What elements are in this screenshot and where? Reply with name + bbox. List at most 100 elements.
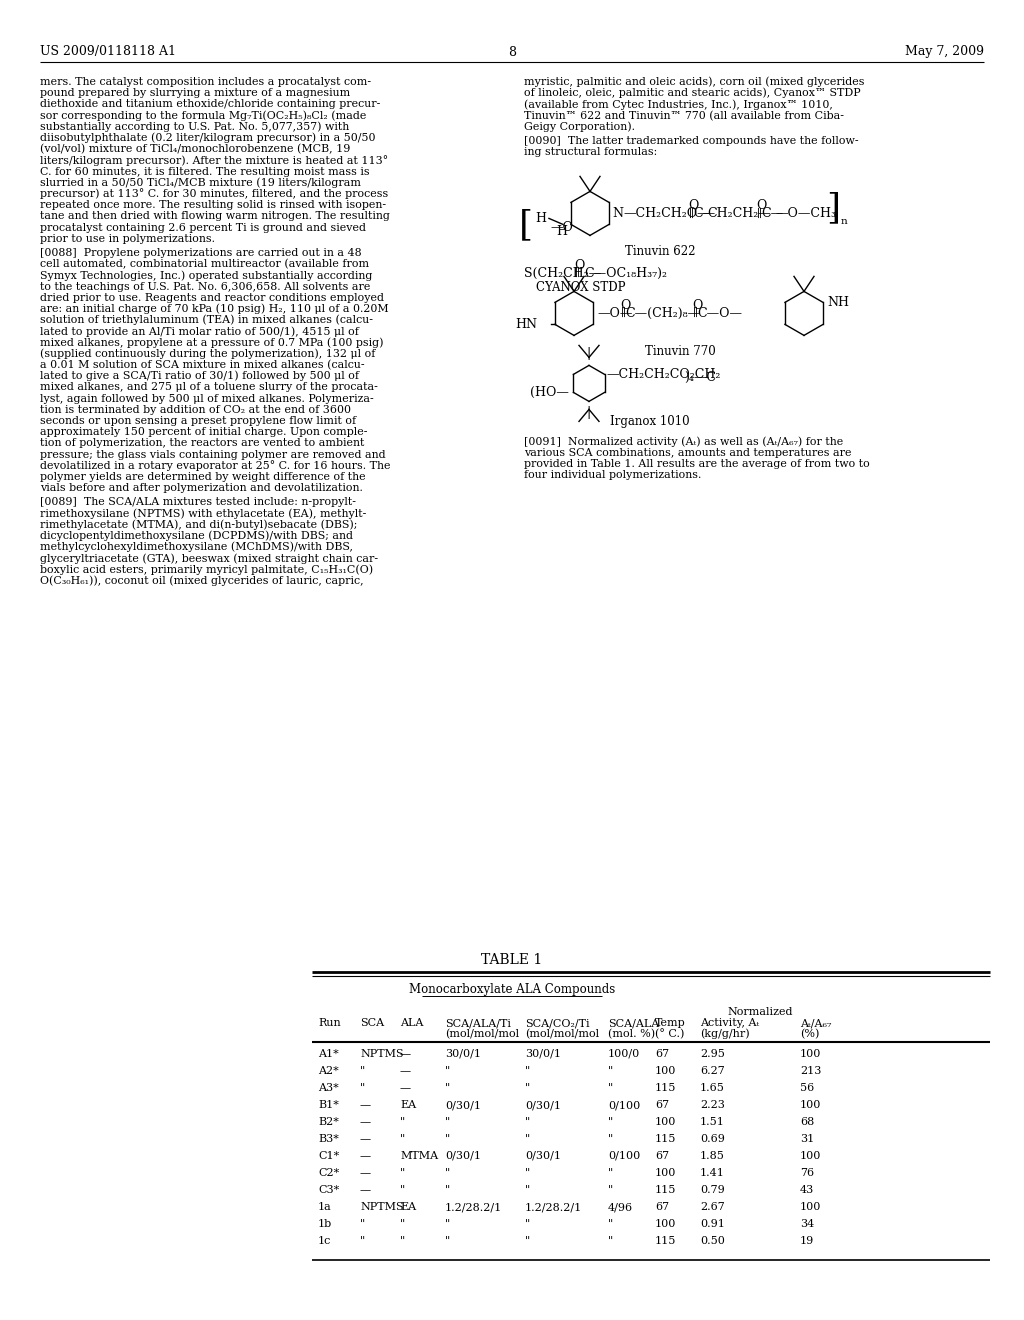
Text: —O—: —O—	[597, 306, 633, 319]
Text: 67: 67	[655, 1203, 669, 1212]
Text: mixed alkanes, propylene at a pressure of 0.7 MPa (100 psig): mixed alkanes, propylene at a pressure o…	[40, 338, 384, 348]
Text: )₄—C: )₄—C	[685, 371, 717, 384]
Text: Temp: Temp	[655, 1018, 686, 1028]
Text: ": "	[608, 1082, 613, 1093]
Text: 8: 8	[508, 45, 516, 58]
Text: A3*: A3*	[318, 1082, 339, 1093]
Text: of linoleic, oleic, palmitic and stearic acids), Cyanox™ STDP: of linoleic, oleic, palmitic and stearic…	[524, 88, 860, 99]
Text: Tinuvin 770: Tinuvin 770	[645, 345, 716, 358]
Text: NH: NH	[827, 296, 849, 309]
Text: 213: 213	[800, 1067, 821, 1076]
Text: rimethylacetate (MTMA), and di(n-butyl)sebacate (DBS);: rimethylacetate (MTMA), and di(n-butyl)s…	[40, 520, 357, 531]
Text: to the teachings of U.S. Pat. No. 6,306,658. All solvents are: to the teachings of U.S. Pat. No. 6,306,…	[40, 281, 371, 292]
Text: O: O	[688, 199, 698, 213]
Text: 115: 115	[655, 1236, 677, 1246]
Text: glyceryltriacetate (GTA), beeswax (mixed straight chain car-: glyceryltriacetate (GTA), beeswax (mixed…	[40, 553, 378, 564]
Text: [0089]  The SCA/ALA mixtures tested include: n-propylt-: [0089] The SCA/ALA mixtures tested inclu…	[40, 498, 356, 507]
Text: ": "	[445, 1134, 451, 1144]
Text: B3*: B3*	[318, 1134, 339, 1144]
Text: O: O	[756, 199, 766, 213]
Text: MTMA: MTMA	[400, 1151, 438, 1162]
Text: ∥: ∥	[757, 209, 762, 219]
Text: ": "	[525, 1236, 530, 1246]
Text: ": "	[445, 1168, 451, 1177]
Text: O(C₃₀H₆₁)), coconut oil (mixed glycerides of lauric, capric,: O(C₃₀H₆₁)), coconut oil (mixed glyceride…	[40, 576, 364, 586]
Text: NPTMS: NPTMS	[360, 1203, 403, 1212]
Text: (vol/vol) mixture of TiCl₄/monochlorobenzene (MCB, 19: (vol/vol) mixture of TiCl₄/monochloroben…	[40, 144, 350, 154]
Text: a 0.01 M solution of SCA mixture in mixed alkanes (calcu-: a 0.01 M solution of SCA mixture in mixe…	[40, 360, 365, 370]
Text: 0/30/1: 0/30/1	[445, 1151, 481, 1162]
Text: Monocarboxylate ALA Compounds: Monocarboxylate ALA Compounds	[409, 983, 615, 997]
Text: 1.41: 1.41	[700, 1168, 725, 1177]
Text: tane and then dried with flowing warm nitrogen. The resulting: tane and then dried with flowing warm ni…	[40, 211, 390, 222]
Text: Tinuvin™ 622 and Tinuvin™ 770 (all available from Ciba-: Tinuvin™ 622 and Tinuvin™ 770 (all avail…	[524, 111, 844, 120]
Text: 1.51: 1.51	[700, 1117, 725, 1127]
Text: 6.27: 6.27	[700, 1067, 725, 1076]
Text: ": "	[400, 1168, 406, 1177]
Text: O: O	[692, 298, 702, 312]
Text: 1.65: 1.65	[700, 1082, 725, 1093]
Text: rimethoxysilane (NPTMS) with ethylacetate (EA), methylt-: rimethoxysilane (NPTMS) with ethylacetat…	[40, 508, 367, 519]
Text: ": "	[608, 1134, 613, 1144]
Text: B2*: B2*	[318, 1117, 339, 1127]
Text: —: —	[360, 1168, 371, 1177]
Text: tion is terminated by addition of CO₂ at the end of 3600: tion is terminated by addition of CO₂ at…	[40, 405, 351, 414]
Text: C—: C—	[693, 207, 715, 220]
Text: ": "	[525, 1082, 530, 1093]
Text: US 2009/0118118 A1: US 2009/0118118 A1	[40, 45, 176, 58]
Text: 1c: 1c	[318, 1236, 332, 1246]
Text: 31: 31	[800, 1134, 814, 1144]
Text: 67: 67	[655, 1049, 669, 1059]
Text: (mol/mol/mol: (mol/mol/mol	[445, 1028, 519, 1039]
Text: dried prior to use. Reagents and reactor conditions employed: dried prior to use. Reagents and reactor…	[40, 293, 384, 302]
Text: —: —	[360, 1134, 371, 1144]
Text: ": "	[360, 1218, 366, 1229]
Text: 0.79: 0.79	[700, 1185, 725, 1195]
Text: [0088]  Propylene polymerizations are carried out in a 48: [0088] Propylene polymerizations are car…	[40, 248, 361, 257]
Text: pound prepared by slurrying a mixture of a magnesium: pound prepared by slurrying a mixture of…	[40, 88, 350, 98]
Text: ": "	[525, 1067, 530, 1076]
Text: pressure; the glass vials containing polymer are removed and: pressure; the glass vials containing pol…	[40, 450, 386, 459]
Text: [0091]  Normalized activity (Aₜ) as well as (Aₜ/A₆₇) for the: [0091] Normalized activity (Aₜ) as well …	[524, 436, 843, 446]
Text: approximately 150 percent of initial charge. Upon comple-: approximately 150 percent of initial cha…	[40, 428, 368, 437]
Text: 2.95: 2.95	[700, 1049, 725, 1059]
Text: slurried in a 50/50 TiCl₄/MCB mixture (19 liters/kilogram: slurried in a 50/50 TiCl₄/MCB mixture (1…	[40, 177, 361, 187]
Text: H: H	[536, 213, 547, 224]
Text: 100: 100	[800, 1203, 821, 1212]
Text: 30/0/1: 30/0/1	[445, 1049, 481, 1059]
Text: —: —	[400, 1067, 411, 1076]
Text: [0090]  The latter trademarked compounds have the follow-: [0090] The latter trademarked compounds …	[524, 136, 859, 147]
Text: C—: C—	[761, 207, 783, 220]
Text: |: |	[587, 407, 591, 420]
Text: boxylic acid esters, primarily myricyl palmitate, C₁₅H₃₁C(O): boxylic acid esters, primarily myricyl p…	[40, 565, 373, 576]
Text: ALA: ALA	[400, 1018, 423, 1028]
Text: prior to use in polymerizations.: prior to use in polymerizations.	[40, 234, 215, 244]
Text: ": "	[400, 1117, 406, 1127]
Text: 0/100: 0/100	[608, 1151, 640, 1162]
Text: 100: 100	[800, 1100, 821, 1110]
Text: 1.2/28.2/1: 1.2/28.2/1	[445, 1203, 502, 1212]
Text: (mol/mol/mol: (mol/mol/mol	[525, 1028, 599, 1039]
Text: —O—CH₃: —O—CH₃	[775, 207, 836, 220]
Text: 1a: 1a	[318, 1203, 332, 1212]
Text: ": "	[445, 1082, 451, 1093]
Text: ]: ]	[826, 191, 840, 226]
Text: HN: HN	[515, 318, 537, 331]
Text: (mol. %): (mol. %)	[608, 1028, 655, 1039]
Text: n: n	[841, 216, 848, 226]
Text: |: |	[587, 347, 591, 360]
Text: lated to give a SCA/Ti ratio of 30/1) followed by 500 μl of: lated to give a SCA/Ti ratio of 30/1) fo…	[40, 371, 359, 381]
Text: 1.2/28.2/1: 1.2/28.2/1	[525, 1203, 583, 1212]
Text: EA: EA	[400, 1100, 416, 1110]
Text: methylcyclohexyldimethoxysilane (MChDMS)/with DBS,: methylcyclohexyldimethoxysilane (MChDMS)…	[40, 543, 353, 553]
Text: —O: —O	[551, 220, 573, 234]
Text: —CH₂CH₂CO₂CH₂: —CH₂CH₂CO₂CH₂	[606, 368, 721, 381]
Text: (supplied continuously during the polymerization), 132 μl of: (supplied continuously during the polyme…	[40, 348, 376, 359]
Text: 0.91: 0.91	[700, 1218, 725, 1229]
Text: solution of triethylaluminum (TEA) in mixed alkanes (calcu-: solution of triethylaluminum (TEA) in mi…	[40, 315, 373, 326]
Text: ": "	[608, 1218, 613, 1229]
Text: 4/96: 4/96	[608, 1203, 633, 1212]
Text: 30/0/1: 30/0/1	[525, 1049, 561, 1059]
Text: ": "	[608, 1185, 613, 1195]
Text: NPTMS: NPTMS	[360, 1049, 403, 1059]
